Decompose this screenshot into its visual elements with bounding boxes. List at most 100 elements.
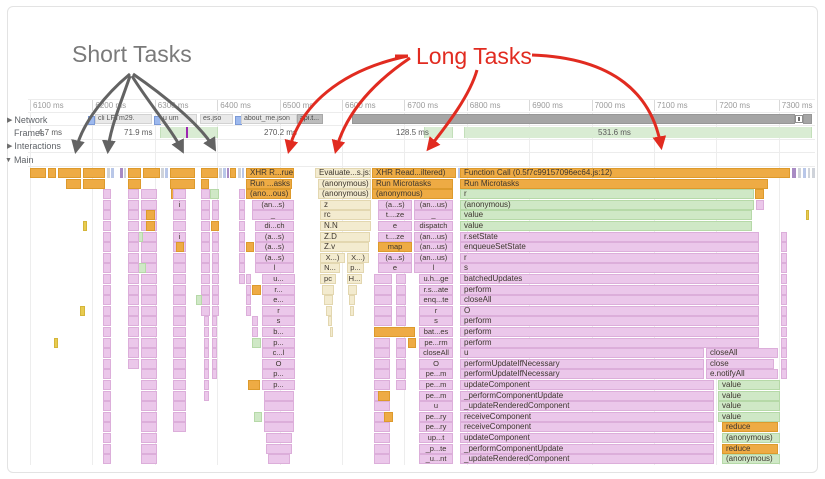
chevron-down-icon[interactable]: ▼ <box>5 157 12 164</box>
flame-bar[interactable]: map <box>378 242 412 253</box>
flame-bar[interactable] <box>349 295 355 306</box>
flame-bar[interactable] <box>374 337 390 348</box>
flame-bar[interactable]: rc <box>320 210 371 221</box>
flame-bar[interactable] <box>756 199 764 210</box>
flame-bar[interactable] <box>173 337 186 348</box>
flame-bar[interactable] <box>266 443 292 454</box>
flame-bar[interactable] <box>204 358 209 369</box>
flame-bar[interactable]: O <box>460 305 759 316</box>
flame-bar[interactable] <box>212 358 217 369</box>
flame-bar[interactable] <box>781 358 787 369</box>
flame-bar[interactable]: t....ze <box>378 210 412 221</box>
flame-bar[interactable]: (a...s) <box>255 252 294 263</box>
flame-bar[interactable]: _updateRenderedComponent <box>460 454 714 465</box>
flame-bar[interactable] <box>141 327 157 337</box>
flame-bar[interactable] <box>201 242 210 253</box>
flame-bar[interactable] <box>781 263 787 274</box>
flame-bar[interactable] <box>227 168 229 178</box>
flame-bar[interactable] <box>128 231 139 242</box>
flame-bar[interactable]: i <box>173 231 186 242</box>
flame-bar[interactable] <box>212 231 219 242</box>
network-request-bar[interactable]: cli LFTm29. <box>95 114 152 124</box>
flame-bar[interactable] <box>374 284 392 295</box>
flame-bar[interactable] <box>212 369 217 380</box>
flame-bar[interactable] <box>173 369 186 380</box>
flame-bar[interactable] <box>230 168 236 178</box>
flame-bar[interactable]: perform <box>460 284 759 295</box>
flame-bar[interactable] <box>201 252 210 263</box>
flame-bar[interactable] <box>781 295 787 306</box>
flame-bar[interactable] <box>173 305 186 316</box>
flame-bar[interactable] <box>374 327 415 337</box>
flame-bar[interactable] <box>141 231 157 242</box>
flame-bar[interactable] <box>146 210 155 221</box>
flame-bar[interactable] <box>128 348 139 359</box>
track-network[interactable]: ▶ Network <box>7 115 47 125</box>
flame-bar[interactable]: c...l <box>262 348 295 359</box>
flame-bar[interactable] <box>173 284 186 295</box>
flame-bar[interactable] <box>330 327 333 337</box>
flame-bar[interactable] <box>264 411 294 422</box>
flame-bar[interactable] <box>781 305 787 316</box>
flame-bar[interactable]: p... <box>262 369 295 380</box>
flame-bar[interactable] <box>173 380 186 390</box>
flame-bar[interactable]: up...t <box>419 433 453 443</box>
flame-bar[interactable] <box>204 316 209 327</box>
flame-bar[interactable] <box>212 284 219 295</box>
flame-bar[interactable] <box>212 199 219 210</box>
flame-bar[interactable] <box>212 337 217 348</box>
flame-bar[interactable] <box>103 252 111 263</box>
flame-bar[interactable] <box>396 295 406 306</box>
flame-bar[interactable] <box>212 242 219 253</box>
flame-bar[interactable] <box>103 433 111 443</box>
flame-bar[interactable] <box>103 422 111 433</box>
flame-bar[interactable] <box>173 252 186 263</box>
flame-bar[interactable] <box>374 316 392 327</box>
flame-bar[interactable]: r... <box>262 284 295 295</box>
flame-bar[interactable]: value <box>718 401 780 412</box>
flame-bar[interactable] <box>143 168 160 178</box>
flame-bar[interactable] <box>201 178 209 189</box>
flame-bar[interactable] <box>128 199 139 210</box>
flame-bar[interactable] <box>83 221 87 231</box>
flame-bar[interactable] <box>141 390 157 401</box>
flame-bar[interactable] <box>141 295 157 306</box>
flame-bar[interactable] <box>204 380 209 390</box>
flame-bar[interactable] <box>201 263 210 274</box>
flame-bar[interactable] <box>204 327 209 337</box>
flame-bar[interactable] <box>396 337 406 348</box>
flame-bar[interactable] <box>103 358 111 369</box>
flame-bar[interactable]: p... <box>262 337 295 348</box>
network-request-bar[interactable] <box>352 114 795 124</box>
flame-bar[interactable] <box>755 189 764 200</box>
flame-bar[interactable] <box>212 274 219 284</box>
flame-bar[interactable] <box>252 327 258 337</box>
flame-bar[interactable] <box>196 295 202 306</box>
flame-bar[interactable] <box>264 401 294 412</box>
flame-bar[interactable] <box>201 189 210 200</box>
flame-bar[interactable] <box>128 358 139 369</box>
flame-bar[interactable] <box>128 168 141 178</box>
flame-bar[interactable]: close <box>706 358 774 369</box>
flame-bar[interactable] <box>103 443 111 454</box>
flame-bar[interactable]: pe...m <box>419 380 453 390</box>
flame-bar[interactable] <box>141 411 157 422</box>
flame-bar[interactable] <box>322 284 334 295</box>
flame-bar[interactable]: l <box>414 263 453 274</box>
flame-bar[interactable] <box>781 369 787 380</box>
flame-bar[interactable] <box>246 242 254 253</box>
flame-bar[interactable] <box>396 316 406 327</box>
flame-bar[interactable]: value <box>460 221 752 231</box>
track-main[interactable]: ▼ Main <box>5 155 33 165</box>
flame-bar[interactable] <box>264 422 294 433</box>
flame-bar[interactable] <box>806 210 809 221</box>
flame-bar[interactable]: _u...nt <box>419 454 453 465</box>
flame-bar[interactable] <box>141 199 157 210</box>
flame-bar[interactable] <box>211 221 219 231</box>
flame-bar[interactable] <box>223 168 226 178</box>
flame-bar[interactable]: (an...us) <box>414 242 453 253</box>
flame-bar[interactable] <box>161 168 164 178</box>
flame-bar[interactable] <box>173 401 186 412</box>
flame-bar[interactable] <box>239 210 245 221</box>
flame-bar[interactable] <box>128 337 139 348</box>
